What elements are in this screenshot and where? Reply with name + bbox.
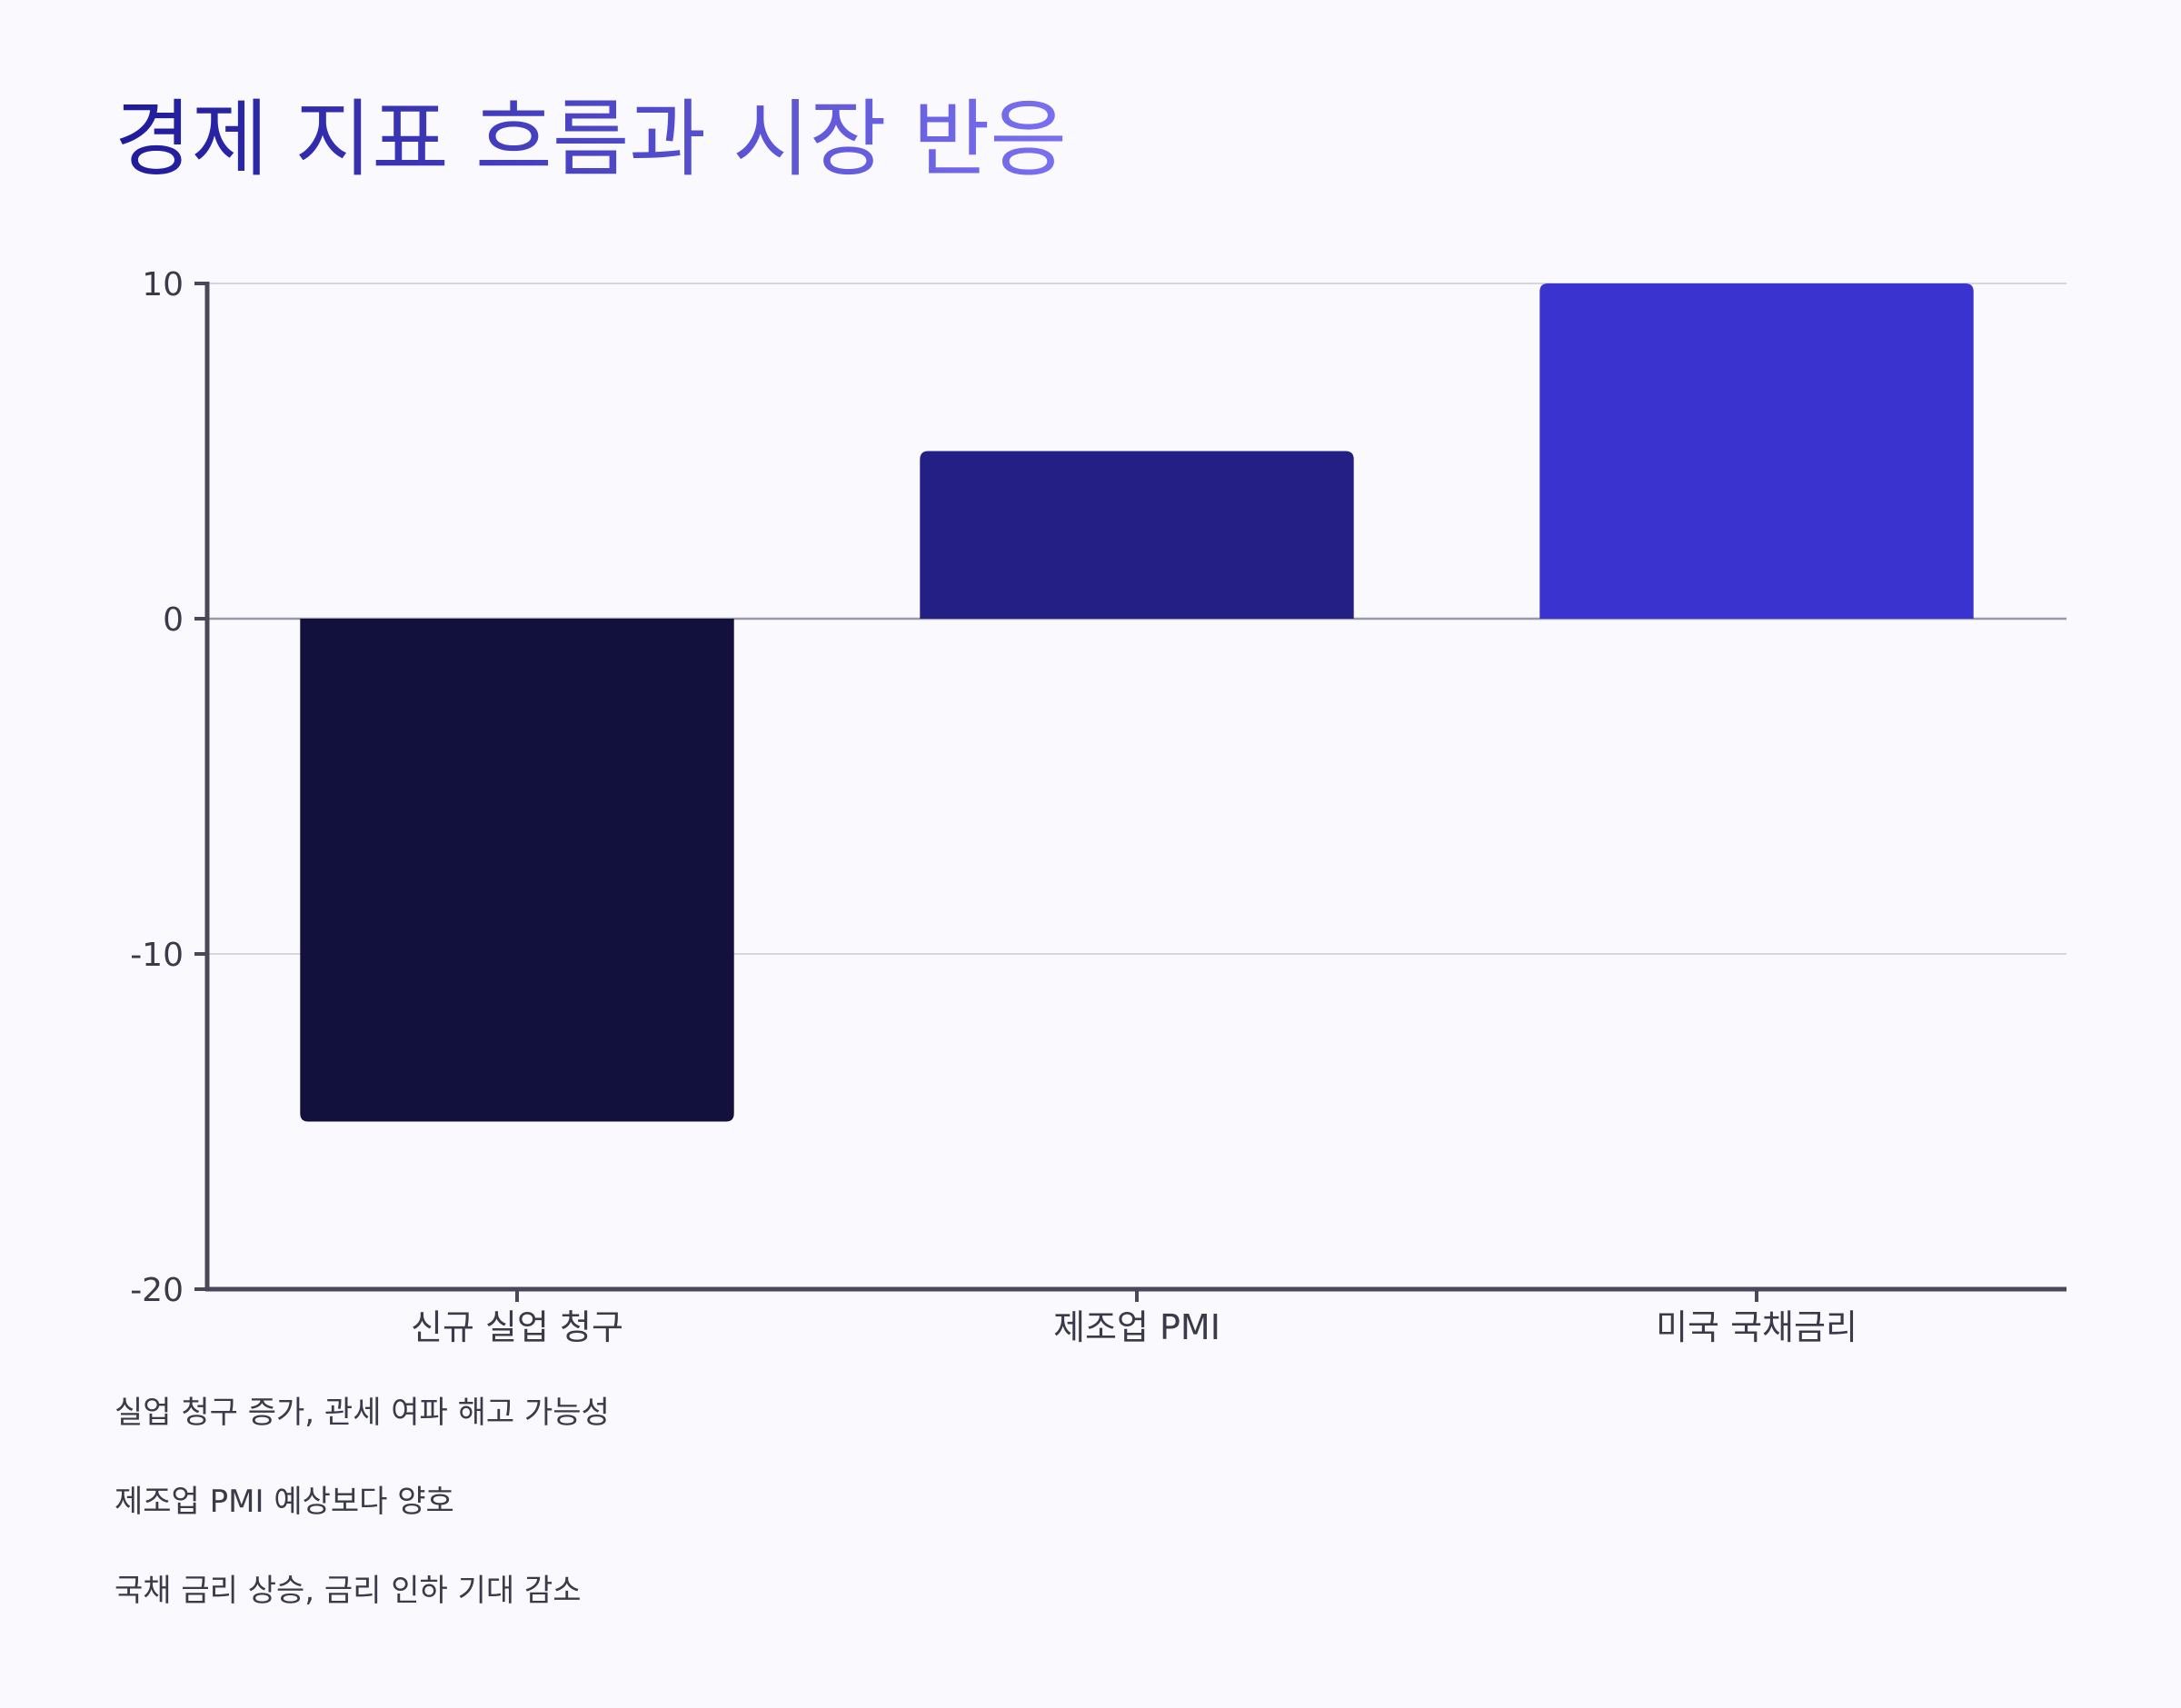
chart-title: 경제 지표 흐름과 시장 반응 (115, 91, 1067, 188)
bars (300, 283, 1974, 1122)
annotation-note: 제조업 PMI 예상보다 양호 (115, 1484, 454, 1520)
x-tick-label: 제조업 PMI (1053, 1307, 1220, 1347)
annotation-note: 실업 청구 증가, 관세 여파 해고 가능성 (115, 1395, 610, 1431)
x-axis-ticks: 신규 실업 청구 제조업 PMI 미국 국채금리 (411, 1289, 1857, 1347)
bar (1539, 283, 1974, 619)
y-tick-label: -20 (130, 1272, 184, 1309)
x-tick-label: 신규 실업 청구 (411, 1307, 623, 1347)
bar (300, 619, 734, 1122)
bar (920, 451, 1354, 619)
y-tick-label: 10 (142, 266, 184, 303)
annotation-note: 국채 금리 상승, 금리 인하 기대 감소 (115, 1573, 582, 1609)
y-tick-label: -10 (130, 937, 184, 974)
y-tick-label: 0 (163, 601, 184, 639)
annotation-list: 실업 청구 증가, 관세 여파 해고 가능성 제조업 PMI 예상보다 양호 국… (115, 1363, 610, 1630)
y-axis-ticks: 10 0 -10 -20 (130, 266, 207, 1309)
x-tick-label: 미국 국채금리 (1656, 1307, 1857, 1347)
